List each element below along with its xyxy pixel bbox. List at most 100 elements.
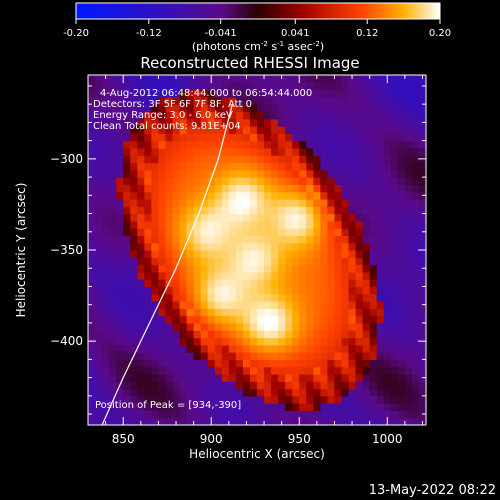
heatmap-cell [348, 301, 357, 309]
heatmap-cell [278, 388, 286, 397]
heatmap-cell [383, 279, 392, 288]
heatmap-cell [334, 213, 343, 222]
y-axis-label: Heliocentric Y (arcsec) [14, 183, 28, 318]
heatmap-cell [165, 344, 174, 353]
heatmap-cell [327, 293, 336, 302]
heatmap-cell [285, 417, 293, 425]
heatmap-cell [313, 410, 321, 419]
heatmap-cell [200, 344, 209, 353]
heatmap-cell [130, 220, 138, 229]
heatmap-cell [341, 133, 350, 142]
heatmap-cell [137, 403, 145, 412]
heatmap-cell [292, 395, 300, 404]
heatmap-cell [116, 250, 124, 258]
heatmap-cell [390, 279, 399, 288]
heatmap-cell [242, 191, 251, 200]
heatmap-cell [214, 104, 223, 113]
heatmap-cell [320, 140, 329, 149]
heatmap-cell [165, 147, 174, 156]
heatmap-cell [313, 373, 321, 382]
heatmap-cell [320, 373, 329, 382]
heatmap-cell [235, 191, 244, 200]
heatmap-cell [151, 403, 160, 412]
heatmap-cell [235, 104, 244, 113]
heatmap-cell [123, 111, 131, 120]
heatmap-cell [144, 235, 152, 244]
heatmap-cell [207, 162, 216, 171]
plot-area: 850 900 950 1000−300−350−400 [50, 74, 427, 446]
heatmap-cell [186, 337, 195, 346]
heatmap-cell [397, 264, 406, 273]
heatmap-cell [158, 220, 167, 229]
heatmap-cell [242, 111, 251, 120]
heatmap-cell [165, 155, 174, 164]
heatmap-cell [383, 403, 392, 412]
heatmap-cell [116, 104, 124, 113]
heatmap-cell [116, 220, 124, 229]
heatmap-cell [207, 403, 216, 412]
heatmap-cell [179, 177, 188, 185]
heatmap-cell [327, 169, 336, 178]
heatmap-cell [334, 293, 343, 302]
heatmap-cell [137, 133, 145, 142]
heatmap-cell [95, 206, 103, 215]
heatmap-cell [404, 191, 413, 200]
heatmap-cell [130, 213, 138, 222]
heatmap-cell [109, 118, 117, 127]
heatmap-cell [264, 96, 272, 105]
heatmap-cell [271, 242, 279, 251]
heatmap-cell [137, 315, 145, 324]
heatmap-cell [228, 271, 237, 280]
heatmap-cell [376, 213, 385, 222]
heatmap-cell [200, 228, 209, 237]
heatmap-cell [257, 417, 265, 425]
heatmap-cell [320, 308, 329, 317]
heatmap-cell [116, 206, 124, 215]
heatmap-cell [109, 417, 117, 425]
heatmap-cell [200, 104, 209, 113]
heatmap-cell [116, 155, 124, 164]
heatmap-cell [130, 126, 138, 134]
heatmap-cell [397, 344, 406, 353]
heatmap-cell [88, 96, 96, 105]
heatmap-cell [362, 126, 371, 134]
heatmap-cell [376, 373, 385, 382]
heatmap-cell [158, 366, 167, 375]
heatmap-cell [369, 388, 378, 397]
heatmap-cell [172, 213, 181, 222]
heatmap-cell [165, 177, 174, 185]
heatmap-cell [186, 264, 195, 273]
heatmap-cell [404, 147, 413, 156]
heatmap-cell [242, 140, 251, 149]
heatmap-cell [348, 410, 357, 419]
heatmap-cell [137, 301, 145, 309]
heatmap-cell [355, 147, 364, 156]
heatmap-cell [376, 155, 385, 164]
heatmap-cell [299, 155, 307, 164]
heatmap-cell [376, 89, 385, 98]
heatmap-cell [299, 82, 307, 91]
heatmap-cell [271, 155, 279, 164]
heatmap-cell [130, 337, 138, 346]
heatmap-cell [369, 177, 378, 185]
heatmap-cell [228, 140, 237, 149]
heatmap-cell [116, 337, 124, 346]
heatmap-cell [327, 111, 336, 120]
heatmap-cell [158, 330, 167, 339]
heatmap-cell [369, 271, 378, 280]
heatmap-cell [278, 82, 286, 91]
heatmap-cell [411, 388, 420, 397]
heatmap-cell [362, 177, 371, 185]
heatmap-cell [257, 337, 265, 346]
heatmap-cell [221, 162, 230, 171]
heatmap-cell [369, 104, 378, 113]
heatmap-cell [313, 250, 321, 258]
heatmap-cell [95, 330, 103, 339]
heatmap-cell [271, 184, 279, 193]
heatmap-cell [207, 359, 216, 368]
heatmap-cell [341, 373, 350, 382]
heatmap-cell [116, 242, 124, 251]
heatmap-cell [193, 220, 202, 229]
heatmap-cell [390, 89, 399, 98]
heatmap-cell [264, 315, 272, 324]
